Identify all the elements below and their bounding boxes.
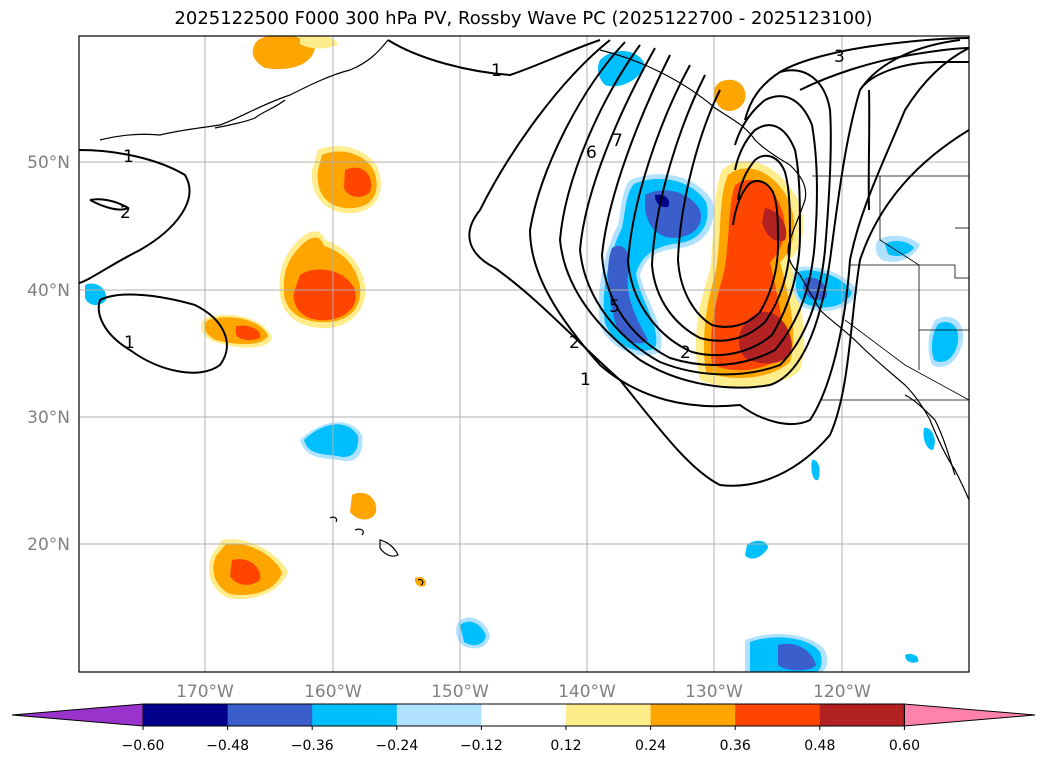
latitude-labels: 50°N 40°N 30°N 20°N <box>27 153 70 555</box>
colorbar-tick-label: 0.24 <box>635 738 666 754</box>
anomaly-big-island <box>350 492 377 520</box>
colorbar-tick-label: 0.48 <box>804 738 835 754</box>
colorbar-extend-max <box>903 703 1036 727</box>
colorbar-extend-min <box>11 703 144 727</box>
colorbar-tick-label: −0.36 <box>291 738 334 754</box>
colorbar-tick-label: −0.60 <box>122 738 165 754</box>
lon-label: 170°W <box>176 682 234 702</box>
rossby-contours <box>79 37 969 487</box>
contour-label: 5 <box>609 297 620 317</box>
colorbar-tick-label: 0.60 <box>889 738 920 754</box>
colorbar-outline <box>142 703 905 727</box>
colorbar-tick-label: −0.48 <box>206 738 249 754</box>
contour-label: 1 <box>491 61 502 81</box>
lat-label: 50°N <box>27 153 70 173</box>
contour-label: 6 <box>586 143 597 163</box>
lon-label: 140°W <box>558 682 616 702</box>
colorbar-segment <box>566 704 652 726</box>
colorbar-segment <box>819 704 905 726</box>
lon-label: 150°W <box>431 682 489 702</box>
lon-label: 160°W <box>304 682 362 702</box>
contour-label: 1 <box>580 370 591 390</box>
map-area: 1 1 1 2 2 3 5 6 7 1 2 <box>79 36 969 672</box>
longitude-labels: 170°W 160°W 150°W 140°W 130°W 120°W <box>176 682 871 702</box>
contour-label: 3 <box>834 47 845 67</box>
colorbar-segment <box>143 704 229 726</box>
lat-label: 20°N <box>27 535 70 555</box>
lon-label: 130°W <box>685 682 743 702</box>
colorbar-segment <box>396 704 482 726</box>
contour-label: 1 <box>123 147 134 167</box>
colorbar-tick-label: 0.36 <box>720 738 751 754</box>
contour-label: 2 <box>569 333 580 353</box>
lat-label: 30°N <box>27 408 70 428</box>
lon-label: 120°W <box>813 682 871 702</box>
borders <box>812 175 969 401</box>
contour-label: 7 <box>612 131 623 151</box>
colorbar-segment <box>481 704 567 726</box>
colorbar-tick-label: −0.12 <box>460 738 503 754</box>
colorbar-segment <box>312 704 398 726</box>
contour-labels: 1 1 1 2 2 3 5 6 7 1 2 <box>120 47 845 390</box>
lat-label: 40°N <box>27 281 70 301</box>
contour-label: 1 <box>124 333 135 353</box>
contour-label: 2 <box>680 343 691 363</box>
anomaly-n-bc <box>713 79 746 112</box>
colorbar-tick-label: 0.12 <box>550 738 581 754</box>
colorbar-segment <box>650 704 736 726</box>
map-title: 2025122500 F000 300 hPa PV, Rossby Wave … <box>174 8 873 29</box>
contour-label: 2 <box>120 203 131 223</box>
colorbar-segment <box>735 704 821 726</box>
map-frame <box>78 35 970 673</box>
colorbar-tick-label: −0.24 <box>375 738 418 754</box>
colorbar-segment <box>227 704 313 726</box>
colorbar: −0.60 −0.48 −0.36 −0.24 −0.12 0.12 0.24 0.36 0.4… <box>11 703 1036 754</box>
